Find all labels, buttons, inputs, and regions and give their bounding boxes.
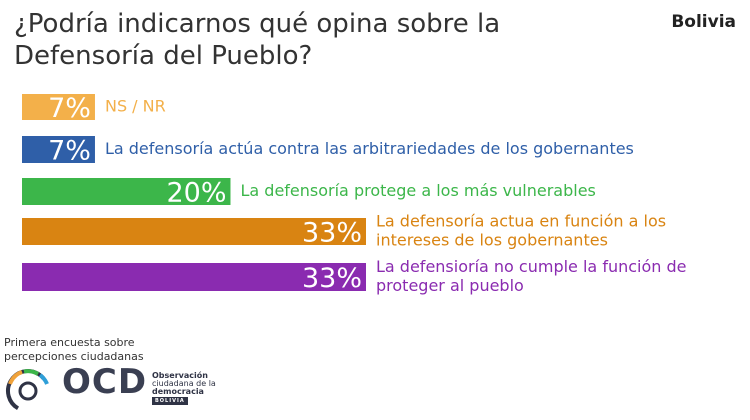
value-label-3: 20% [166, 178, 226, 209]
logo-letters: OCD [62, 362, 148, 402]
value-label-4: 33% [302, 218, 362, 249]
category-label-line: La defensioría no cumple la función de [376, 257, 686, 276]
category-label-2: La defensoría actúa contra las arbitrari… [105, 139, 634, 158]
category-label-line: La defensoría actúa contra las arbitrari… [105, 139, 634, 158]
bar-2 [22, 136, 95, 163]
ocd-logo-icon [6, 369, 50, 413]
category-label-5: La defensioría no cumple la función de pr… [376, 257, 686, 295]
chart-title: ¿Podría indicarnos qué opina sobre la De… [14, 9, 501, 71]
logo-country: BOLIVIA [152, 397, 188, 405]
survey-caption-line2: percepciones ciudadanas [4, 350, 144, 363]
category-label-line: La defensoría actua en función a los [376, 212, 666, 231]
category-label-3: La defensoría protege a los más vulnerab… [240, 181, 595, 200]
category-label-line: proteger al pueblo [376, 276, 524, 295]
value-label-1: 7% [48, 93, 91, 124]
logo-subtitle-line3: democracia [152, 387, 204, 396]
logo-subtitle: Observación ciudadana de la democracia B… [152, 372, 242, 405]
category-label-line: La defensoría protege a los más vulnerab… [240, 181, 595, 200]
value-label-2: 7% [48, 136, 91, 167]
category-label-1: NS / NR [105, 97, 166, 116]
bar-1 [22, 94, 95, 120]
survey-caption-line1: Primera encuesta sobre [4, 336, 135, 349]
bar-5 [22, 263, 366, 291]
logo-subtitle-line1: Observación [152, 371, 208, 380]
category-label-line: intereses de los gobernantes [376, 231, 608, 250]
bar-chart: 7% NS / NR 7% La defensoría actúa contra la… [22, 93, 686, 295]
bar-4 [22, 218, 366, 245]
country-label: Bolivia [671, 12, 736, 32]
survey-caption: Primera encuesta sobre percepciones ciud… [4, 336, 164, 364]
bar-3 [22, 178, 231, 205]
value-label-5: 33% [302, 263, 362, 294]
category-label-line: NS / NR [105, 97, 166, 116]
logo-subtitle-line2: ciudadana de la [152, 379, 216, 388]
category-label-4: La defensoría actua en función a los inte… [376, 212, 666, 250]
